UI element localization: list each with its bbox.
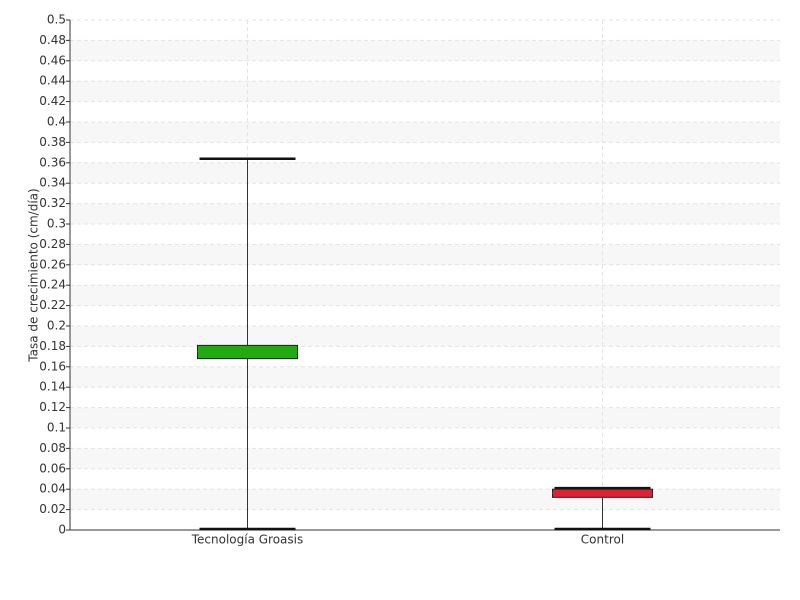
y-tick-label: 0.28 [39, 237, 66, 251]
y-tick-label: 0.34 [39, 176, 66, 190]
y-tick-label: 0.2 [47, 319, 66, 333]
x-tick-label: Tecnología Groasis [191, 533, 304, 547]
y-tick-label: 0.22 [39, 298, 66, 312]
y-tick-label: 0.1 [47, 421, 66, 435]
y-tick-label: 0 [58, 523, 66, 537]
y-tick-label: 0.38 [39, 135, 66, 149]
y-tick-label: 0.18 [39, 339, 66, 353]
grid-band [70, 40, 780, 61]
y-tick-label: 0.48 [39, 33, 66, 47]
y-tick-label: 0.26 [39, 257, 66, 271]
grid-band [70, 366, 780, 388]
y-tick-label: 0.44 [39, 74, 66, 88]
y-tick-label: 0.3 [47, 217, 66, 231]
grid-band [70, 285, 780, 306]
y-tick-label: 0.04 [39, 482, 66, 496]
grid-band [70, 326, 780, 347]
y-tick-label: 0.36 [39, 155, 66, 169]
grid-band [70, 244, 780, 265]
y-tick-label: 0.42 [39, 94, 66, 108]
y-tick-label: 0.24 [39, 278, 66, 292]
y-tick-label: 0.5 [47, 13, 66, 27]
grid-band [70, 203, 780, 224]
grid-band [70, 162, 780, 184]
grid-band [70, 489, 780, 510]
grid-band [70, 81, 780, 102]
grid-band [70, 407, 780, 428]
y-tick-label: 0.12 [39, 400, 66, 414]
y-tick-label: 0.06 [39, 461, 66, 475]
y-tick-label: 0.02 [39, 502, 66, 516]
y-tick-label: 0.16 [39, 359, 66, 373]
x-tick-label: Control [581, 533, 624, 547]
y-tick-label: 0.46 [39, 53, 66, 67]
y-tick-label: 0.08 [39, 441, 66, 455]
grid-band [70, 448, 780, 469]
y-tick-label: 0.4 [47, 115, 66, 129]
grid-band [70, 122, 780, 143]
y-tick-label: 0.32 [39, 196, 66, 210]
y-tick-label: 0.14 [39, 380, 66, 394]
y-axis-label: Tasa de crecimiento (cm/día) [27, 188, 41, 362]
